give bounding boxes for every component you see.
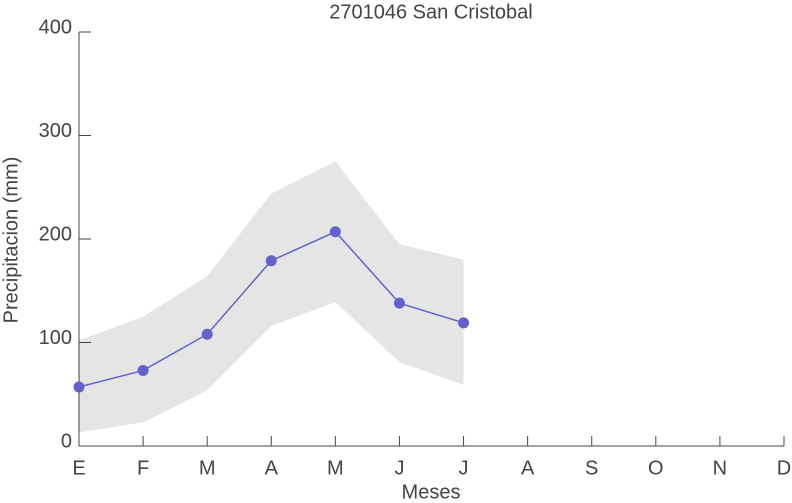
x-tick-label: M	[199, 457, 216, 479]
point	[137, 364, 149, 376]
x-tick-label: M	[327, 457, 344, 479]
point	[458, 317, 470, 329]
range-band	[79, 161, 464, 433]
y-tick-label: 0	[61, 430, 72, 452]
x-tick-label: J	[394, 457, 404, 479]
point	[73, 381, 85, 393]
y-tick-label: 400	[39, 16, 72, 38]
point	[393, 297, 405, 309]
x-tick-label: N	[713, 457, 727, 479]
x-tick-label: E	[72, 457, 85, 479]
point	[265, 255, 277, 267]
x-tick-label: F	[137, 457, 149, 479]
y-axis-label: Precipitacion (mm)	[0, 157, 22, 324]
y-tick-label: 100	[39, 327, 72, 349]
x-tick-label: S	[585, 457, 598, 479]
x-tick-label: A	[265, 457, 279, 479]
chart-title: 2701046 San Cristobal	[329, 1, 532, 23]
x-axis-label: Meses	[402, 481, 461, 503]
x-tick-label: J	[459, 457, 469, 479]
point	[329, 226, 341, 238]
point	[201, 328, 213, 340]
x-tick-label: O	[648, 457, 664, 479]
x-tick-label: D	[777, 457, 791, 479]
x-tick-label: A	[521, 457, 535, 479]
y-tick-label: 300	[39, 120, 72, 142]
y-tick-label: 200	[39, 223, 72, 245]
